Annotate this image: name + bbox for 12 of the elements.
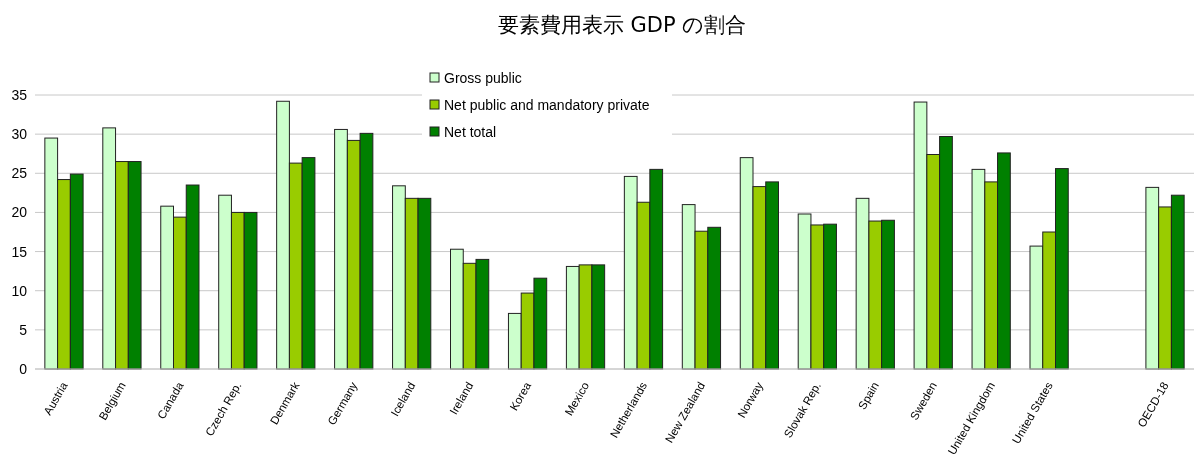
legend-label: Net public and mandatory private [444,97,650,113]
chart-title: 要素費用表示 GDP の割合 [497,13,747,37]
y-tick-label: 15 [11,243,28,260]
y-tick-label: 35 [11,87,28,103]
y-tick-label: 10 [11,282,28,299]
y-tick-label: 25 [11,165,28,182]
y-tick-label: 30 [11,126,28,143]
y-tick-label: 20 [11,204,28,221]
legend-label: Gross public [444,70,522,86]
y-tick-label: 5 [19,321,28,338]
legend-label: Net total [444,124,497,140]
y-tick-label: 0 [19,361,28,377]
